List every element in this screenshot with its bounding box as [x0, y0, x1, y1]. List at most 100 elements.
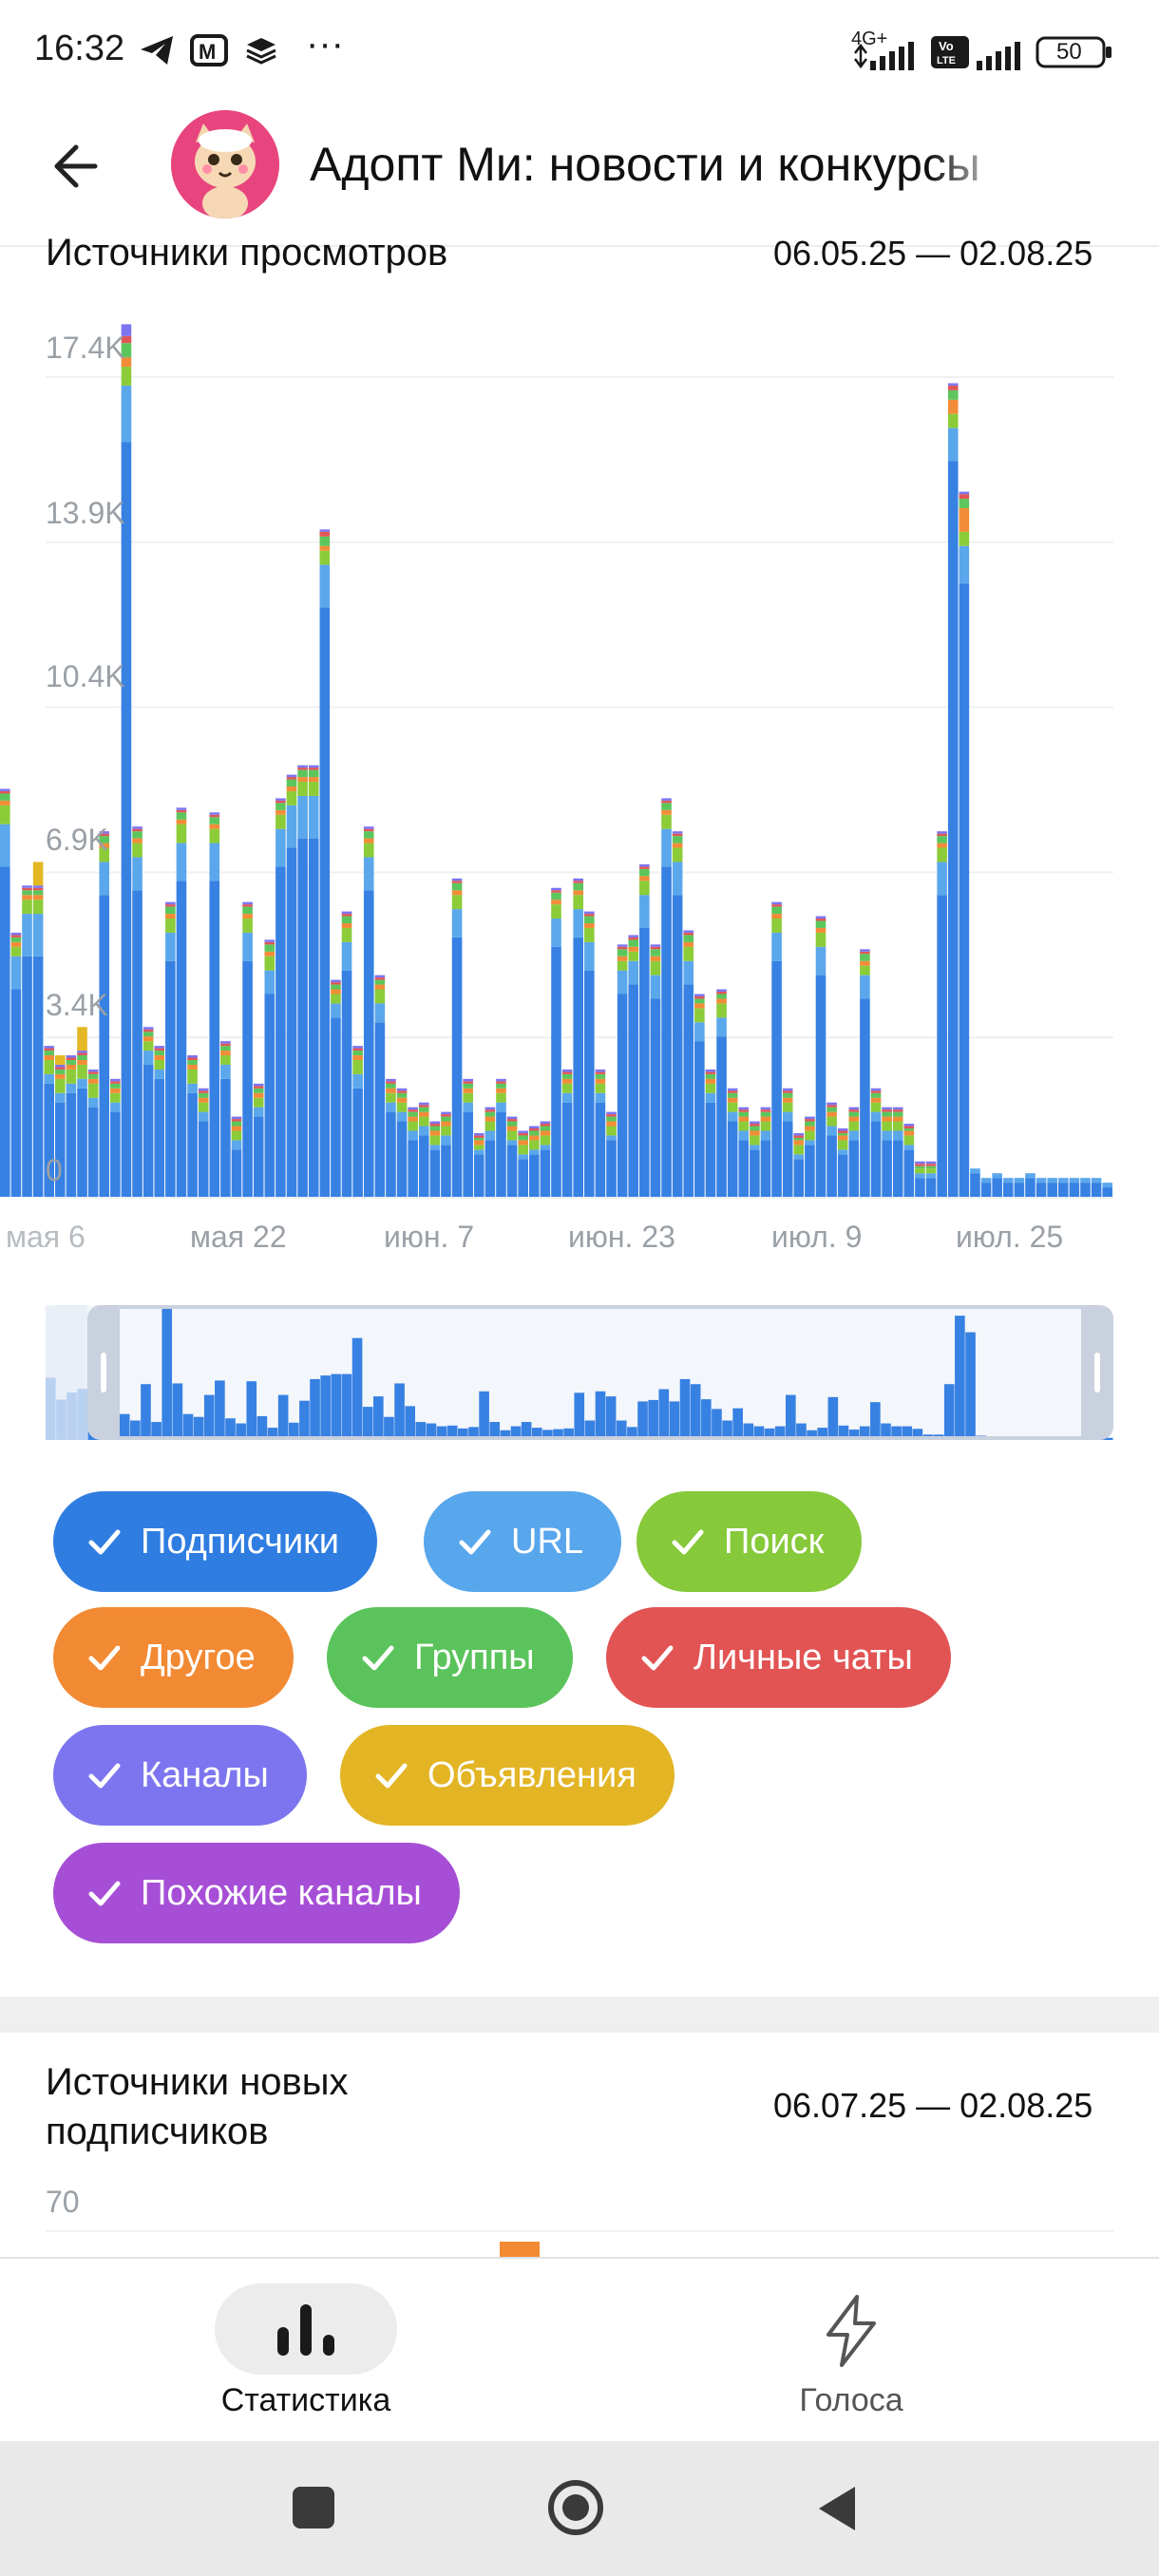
bar-stack[interactable] — [165, 901, 176, 1197]
bar-stack[interactable] — [540, 1121, 551, 1197]
bar-stack[interactable] — [1080, 1178, 1091, 1197]
bar-stack[interactable] — [220, 1041, 231, 1197]
bar-stack[interactable] — [1036, 1178, 1047, 1197]
bar-stack[interactable] — [705, 1069, 716, 1197]
bar-stack[interactable] — [860, 949, 870, 1197]
bar-stack[interactable] — [661, 798, 672, 1197]
subs-chart-bar[interactable] — [500, 2242, 540, 2257]
bar-stack[interactable] — [22, 885, 32, 1197]
bar-stack[interactable] — [374, 975, 386, 1197]
bar-stack[interactable] — [584, 911, 595, 1197]
bar-stack[interactable] — [848, 1107, 860, 1197]
bar-stack[interactable] — [429, 1121, 441, 1197]
recents-button[interactable] — [293, 2487, 334, 2529]
bar-stack[interactable] — [782, 1088, 793, 1197]
bar-stack[interactable] — [10, 932, 22, 1197]
bar-stack[interactable] — [484, 1107, 496, 1197]
bar-stack[interactable] — [750, 1121, 760, 1197]
filter-chip-url[interactable]: URL — [424, 1491, 622, 1592]
bar-stack[interactable] — [561, 1069, 573, 1197]
bar-stack[interactable] — [882, 1107, 892, 1197]
bar-stack[interactable] — [595, 1069, 606, 1197]
bar-stack[interactable] — [628, 935, 639, 1197]
bar-stack[interactable] — [506, 1116, 518, 1197]
bar-stack[interactable] — [528, 1126, 540, 1197]
bar-stack[interactable] — [331, 979, 341, 1197]
back-button[interactable] — [813, 2483, 861, 2534]
subs-date-range[interactable]: 06.07.25 — 02.08.25 — [773, 2086, 1093, 2125]
bar-stack[interactable] — [408, 1107, 418, 1197]
bar-stack[interactable] — [805, 1116, 815, 1197]
bar-stack[interactable] — [209, 812, 220, 1197]
views-stacked-bar-chart[interactable] — [0, 323, 1159, 1216]
bar-stack[interactable] — [473, 1132, 484, 1197]
bar-stack[interactable] — [87, 1069, 99, 1197]
bar-stack[interactable] — [937, 831, 947, 1197]
bar-stack[interactable] — [242, 901, 253, 1197]
bar-stack[interactable] — [925, 1161, 937, 1197]
bar-stack[interactable] — [826, 1102, 837, 1197]
bar-stack[interactable] — [99, 831, 110, 1197]
range-right-handle[interactable] — [1081, 1305, 1113, 1440]
bar-stack[interactable] — [418, 1102, 429, 1197]
bar-stack[interactable] — [959, 491, 970, 1197]
bar-stack[interactable] — [1057, 1178, 1069, 1197]
bar-stack[interactable] — [992, 1173, 1002, 1197]
filter-chip-similar-channels[interactable]: Похожие каналы — [53, 1843, 460, 1943]
bar-stack[interactable] — [606, 1111, 617, 1197]
channel-avatar[interactable] — [171, 110, 279, 218]
filter-chip-channels[interactable]: Каналы — [53, 1725, 307, 1826]
filter-chip-search[interactable]: Поиск — [636, 1491, 863, 1592]
bar-stack[interactable] — [815, 916, 826, 1197]
bar-stack[interactable] — [286, 774, 297, 1197]
filter-chip-ads[interactable]: Объявления — [340, 1725, 674, 1826]
bar-stack[interactable] — [771, 901, 782, 1197]
bar-stack[interactable] — [198, 1088, 209, 1197]
bar-stack[interactable] — [0, 788, 10, 1197]
bar-stack[interactable] — [915, 1161, 925, 1197]
views-date-range[interactable]: 06.05.25 — 02.08.25 — [773, 234, 1093, 273]
bar-stack[interactable] — [276, 798, 286, 1197]
bar-stack[interactable] — [187, 1055, 198, 1197]
lightning-icon[interactable] — [819, 2293, 884, 2369]
bar-stack[interactable] — [738, 1107, 750, 1197]
bar-stack[interactable] — [573, 878, 584, 1197]
bar-stack[interactable] — [463, 1078, 473, 1197]
home-button[interactable] — [545, 2477, 606, 2538]
bar-stack[interactable] — [947, 383, 959, 1198]
bar-stack[interactable] — [903, 1124, 915, 1197]
range-selector[interactable] — [46, 1305, 1113, 1440]
bar-stack[interactable] — [132, 826, 142, 1197]
bar-stack[interactable] — [1025, 1173, 1036, 1197]
filter-chip-subscribers[interactable]: Подписчики — [53, 1491, 378, 1592]
bar-stack[interactable] — [32, 862, 44, 1197]
bar-stack[interactable] — [970, 1168, 980, 1197]
bar-stack[interactable] — [518, 1130, 528, 1197]
bar-stack[interactable] — [142, 1027, 154, 1197]
bar-stack[interactable] — [386, 1078, 396, 1197]
bar-stack[interactable] — [672, 831, 683, 1197]
bar-stack[interactable] — [121, 324, 132, 1198]
bar-stack[interactable] — [694, 994, 705, 1197]
bar-stack[interactable] — [727, 1088, 738, 1197]
bar-stack[interactable] — [551, 887, 561, 1197]
bar-stack[interactable] — [154, 1046, 165, 1197]
bar-stack[interactable] — [253, 1083, 264, 1197]
bar-stack[interactable] — [837, 1128, 848, 1197]
filter-chip-private-chats[interactable]: Личные чаты — [606, 1607, 951, 1708]
bar-stack[interactable] — [308, 765, 319, 1197]
bar-stack[interactable] — [66, 1055, 77, 1197]
filter-chip-groups[interactable]: Группы — [327, 1607, 573, 1708]
bar-stack[interactable] — [55, 1055, 66, 1197]
bar-stack[interactable] — [650, 944, 661, 1197]
range-left-handle[interactable] — [87, 1305, 120, 1440]
bar-stack[interactable] — [352, 1046, 363, 1197]
bar-stack[interactable] — [1047, 1178, 1057, 1197]
bar-stack[interactable] — [396, 1088, 408, 1197]
bar-stack[interactable] — [617, 944, 628, 1197]
back-arrow-icon[interactable] — [46, 133, 112, 199]
bar-stack[interactable] — [892, 1107, 903, 1197]
views-chart-area[interactable] — [0, 323, 1159, 1216]
bar-stack[interactable] — [264, 939, 276, 1197]
bar-stack[interactable] — [297, 765, 308, 1197]
